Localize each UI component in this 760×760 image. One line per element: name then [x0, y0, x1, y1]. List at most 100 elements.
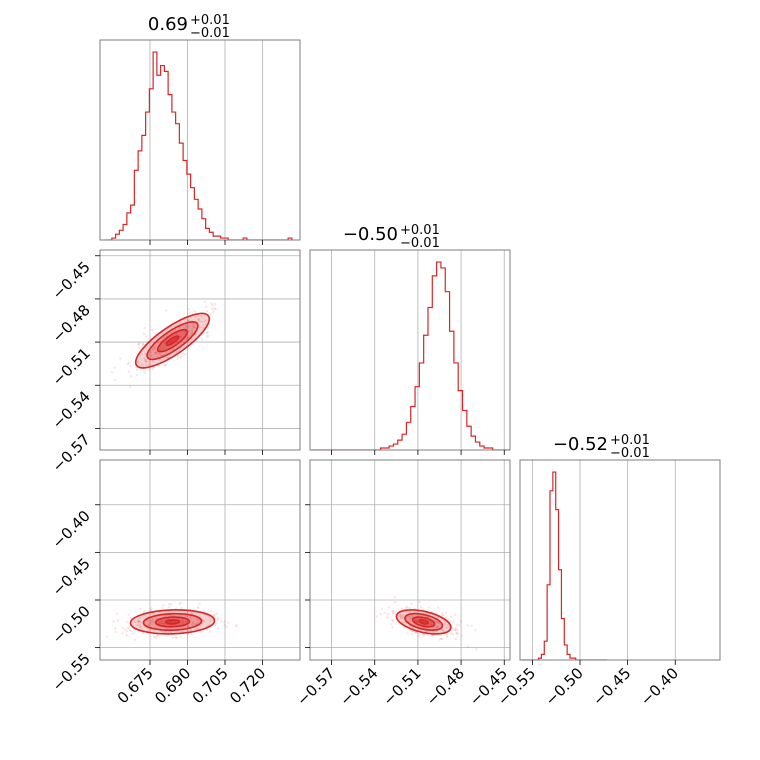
sample-point [151, 617, 154, 620]
sample-point [191, 326, 195, 329]
sample-point [394, 621, 397, 625]
sample-point [194, 310, 197, 313]
sample-point [153, 345, 156, 348]
sample-point [391, 609, 394, 613]
sample-point [173, 328, 176, 332]
sample-point [155, 352, 159, 355]
sample-point [136, 360, 139, 363]
sample-point [174, 636, 177, 639]
sample-point [408, 616, 412, 620]
sample-point [148, 623, 151, 626]
sample-point [443, 621, 446, 624]
sample-point [148, 363, 151, 367]
param-title-minus-1: −0.01 [400, 236, 440, 251]
sample-point [456, 628, 459, 632]
sample-point [393, 595, 397, 599]
sample-point [446, 635, 449, 639]
sample-point [157, 621, 160, 625]
sample-point [180, 606, 183, 610]
x-tick-label: 0.675 [114, 664, 157, 707]
sample-point [186, 625, 189, 628]
sample-point [185, 324, 188, 327]
sample-point [419, 605, 422, 609]
sample-point [145, 360, 148, 364]
sample-point [160, 630, 163, 633]
sample-point [405, 610, 408, 614]
y-tick-label: −0.40 [49, 507, 94, 552]
sample-point [179, 614, 182, 617]
sample-point [188, 311, 191, 314]
sample-point [391, 619, 395, 622]
sample-point [447, 626, 450, 629]
sample-point [143, 326, 146, 330]
sample-point [147, 360, 151, 363]
sample-point [123, 628, 126, 631]
sample-point [191, 322, 195, 325]
sample-point [440, 628, 444, 631]
sample-point [438, 638, 441, 641]
sample-point [449, 615, 453, 618]
sample-point [400, 617, 404, 620]
sample-point [139, 625, 142, 629]
sample-point [156, 364, 160, 368]
sample-point [148, 367, 151, 371]
sample-point [178, 626, 182, 629]
sample-point [383, 611, 386, 615]
sample-point [456, 633, 459, 636]
sample-point [201, 630, 205, 633]
density-contour-1 [146, 321, 199, 361]
sample-point [235, 625, 238, 628]
sample-point [127, 361, 131, 364]
sample-point [203, 319, 207, 322]
sample-point [139, 624, 142, 628]
sample-point [398, 614, 401, 618]
sample-point [165, 309, 168, 312]
sample-point [145, 345, 149, 348]
sample-point [446, 623, 450, 626]
sample-point [168, 602, 171, 606]
sample-point [409, 610, 412, 613]
sample-point [402, 620, 405, 624]
sample-point [439, 637, 443, 641]
sample-point [142, 342, 145, 346]
sample-point [184, 352, 187, 356]
sample-point [127, 370, 131, 373]
sample-point [185, 615, 188, 618]
sample-point [143, 610, 146, 613]
sample-point [134, 620, 137, 623]
param-title-minus-0: −0.01 [190, 26, 230, 41]
sample-point [400, 607, 403, 610]
histogram-1 [311, 262, 510, 450]
x-tick-label: −0.51 [380, 664, 425, 709]
sample-point [188, 329, 191, 333]
sample-point [417, 634, 421, 638]
sample-point [453, 628, 457, 632]
sample-point [176, 345, 179, 348]
sample-point [208, 630, 212, 633]
sample-point [165, 334, 168, 338]
sample-point [162, 621, 166, 625]
sample-point [207, 615, 211, 619]
sample-point [151, 347, 155, 350]
sample-point [126, 621, 129, 624]
sample-point [234, 623, 238, 627]
sample-point [169, 603, 173, 606]
histogram-2 [521, 472, 607, 660]
sample-point [157, 334, 160, 338]
y-tick-label: −0.55 [49, 650, 94, 695]
sample-point [139, 621, 142, 624]
sample-point [431, 631, 434, 634]
sample-point [151, 348, 154, 351]
sample-point [187, 308, 190, 311]
sample-point [210, 610, 213, 613]
sample-point [183, 330, 187, 333]
sample-point [445, 611, 448, 614]
sample-point [143, 371, 146, 374]
sample-point [415, 631, 418, 634]
y-tick-label: −0.50 [49, 602, 94, 647]
sample-point [208, 619, 212, 622]
density-contour-2 [156, 328, 189, 353]
sample-point [450, 632, 453, 636]
panel-1-1: −0.50 +0.01−0.01 [309, 223, 511, 455]
sample-point [215, 612, 219, 615]
